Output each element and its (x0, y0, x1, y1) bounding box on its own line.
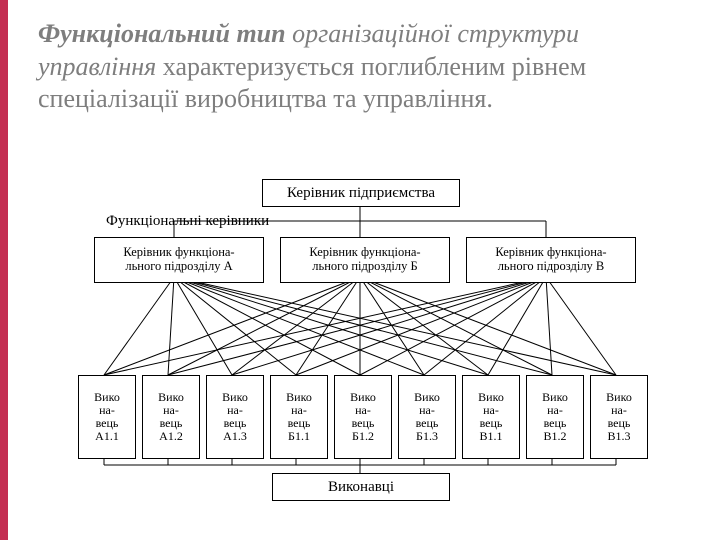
slide-heading: Функціональний тип організаційної структ… (38, 18, 700, 116)
node-executor-8: Викона-вецьВ1.3 (590, 375, 648, 459)
node-manager-1: Керівник функціона-льного підрозділу Б (280, 237, 450, 283)
node-executor-1: Викона-вецьА1.2 (142, 375, 200, 459)
node-executor-4: Викона-вецьБ1.2 (334, 375, 392, 459)
node-executor-5: Викона-вецьБ1.3 (398, 375, 456, 459)
heading-lead: Функціональний тип (38, 19, 286, 48)
node-executor-7: Викона-вецьВ1.2 (526, 375, 584, 459)
node-top: Керівник підприємства (262, 179, 460, 207)
node-manager-2: Керівник функціона-льного підрозділу В (466, 237, 636, 283)
node-executor-6: Викона-вецьВ1.1 (462, 375, 520, 459)
node-executor-0: Викона-вецьА1.1 (78, 375, 136, 459)
label-functional-managers: Функціональні керівники (106, 213, 269, 230)
accent-bar (0, 0, 8, 540)
org-diagram: Керівник підприємства Функціональні керів… (60, 175, 660, 515)
node-executor-3: Викона-вецьБ1.1 (270, 375, 328, 459)
node-bottom: Виконавці (272, 473, 450, 501)
node-executor-2: Викона-вецьА1.3 (206, 375, 264, 459)
node-manager-0: Керівник функціона-льного підрозділу А (94, 237, 264, 283)
